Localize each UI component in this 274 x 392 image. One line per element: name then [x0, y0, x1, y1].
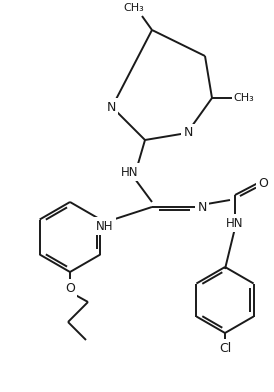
Text: N: N: [197, 200, 207, 214]
Text: N: N: [183, 127, 193, 140]
Text: NH: NH: [96, 220, 114, 232]
Text: CH₃: CH₃: [124, 3, 144, 13]
Text: Cl: Cl: [219, 341, 231, 354]
Text: HN: HN: [121, 165, 139, 178]
Text: O: O: [65, 281, 75, 294]
Text: HN: HN: [226, 216, 244, 229]
Text: N: N: [106, 100, 116, 114]
Text: CH₃: CH₃: [234, 93, 254, 103]
Text: O: O: [258, 176, 268, 189]
